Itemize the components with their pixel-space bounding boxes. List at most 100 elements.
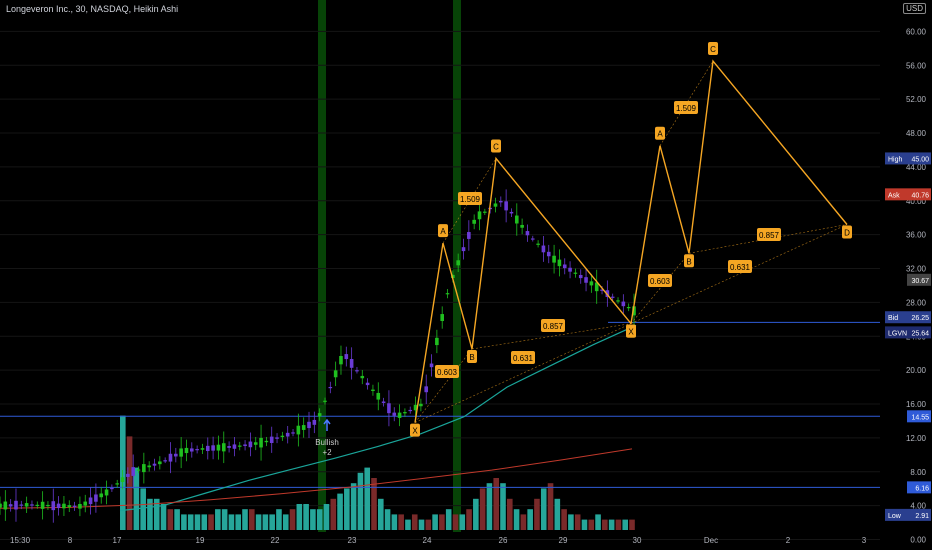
moving-averages (0, 324, 637, 512)
candle-body (429, 363, 434, 368)
price-tag-label: Low (888, 513, 902, 520)
session-band-0 (318, 0, 326, 532)
volume-bar (418, 519, 425, 530)
volume-bar (581, 519, 588, 530)
volume-bar (493, 478, 500, 530)
candle-body (35, 504, 40, 507)
x-axis[interactable]: 15:30 8 17 19 22 23 24 26 29 30 Dec 2 3 (10, 536, 867, 545)
y-tick-label: 8.00 (910, 468, 926, 477)
ratio-label: 0.603 (437, 368, 458, 377)
annotations: Bullish+2 (315, 418, 339, 457)
candle-body (419, 403, 423, 407)
candle-body (509, 211, 514, 214)
price-tag-value: 45.00 (911, 156, 929, 163)
candle-body (30, 504, 34, 506)
volume-bar (405, 519, 411, 530)
candle-body (221, 443, 226, 452)
candle-body (333, 370, 338, 378)
volume-bar (554, 498, 561, 530)
ratio-label: 0.603 (650, 277, 671, 286)
candle-body (51, 501, 56, 511)
candle-body (584, 277, 588, 283)
volume-bar (344, 488, 350, 530)
candle-body (216, 444, 221, 451)
candle-body (104, 489, 109, 496)
price-tag-value: 2.91 (915, 513, 929, 520)
price-tag-label-bg (885, 188, 907, 201)
candle-body (248, 441, 253, 448)
candle-body (520, 224, 524, 228)
candle-body (126, 473, 130, 477)
pattern-point-box (842, 225, 852, 239)
volume-bar (201, 514, 208, 530)
x-tick-label: 15:30 (10, 536, 31, 545)
pattern-point-box (708, 42, 718, 56)
candle-body (131, 467, 135, 476)
x-tick-label: Dec (704, 536, 718, 545)
pattern-point-label: B (469, 353, 474, 362)
volume-bar (527, 509, 533, 530)
ratio-label-box (648, 274, 672, 287)
ratio-label-box (757, 228, 781, 241)
candle-body (67, 505, 72, 508)
volume-bar (194, 514, 201, 530)
price-tag-value: 14.55 (911, 414, 929, 421)
candle-body (365, 382, 370, 386)
candle-body (174, 453, 178, 457)
price-tag-label: LGVN (888, 330, 907, 337)
volume-bar (500, 483, 506, 530)
candle-body (530, 238, 535, 240)
candle-body (179, 448, 183, 457)
x-tick-label: 26 (499, 536, 508, 545)
candle-body (371, 389, 375, 391)
candle-body (360, 375, 365, 379)
candle-body (328, 386, 333, 389)
candle-body (600, 289, 604, 291)
volume-bar (235, 514, 242, 530)
candle-body (616, 300, 620, 302)
candle-body (40, 501, 45, 509)
candle-body (344, 354, 349, 360)
price-tag-value-bg (907, 188, 931, 201)
pattern-point-box (491, 139, 501, 153)
candle-body (307, 421, 311, 429)
volume-bar (140, 488, 146, 530)
currency-badge[interactable]: USD (903, 3, 926, 14)
ratio-label: 0.857 (543, 322, 564, 331)
volume-bar (276, 509, 282, 530)
price-tag-label: High (888, 156, 903, 163)
candle-body (88, 497, 93, 505)
volume-bar (473, 498, 479, 530)
candle-body (312, 419, 317, 425)
price-tag-value: 26.25 (911, 315, 929, 322)
candle-body (456, 260, 460, 266)
y-tick-label: 0.00 (910, 536, 926, 545)
candle-body (461, 247, 466, 252)
y-axis[interactable]: 0.004.008.0012.0016.0020.0024.0028.0032.… (906, 27, 927, 544)
volume-bar (398, 514, 404, 530)
candle-body (19, 504, 24, 506)
ratio-label-box (511, 351, 535, 364)
x-tick-label: 22 (271, 536, 280, 545)
y-tick-label: 40.00 (906, 197, 927, 206)
y-tick-label: 48.00 (906, 129, 927, 138)
volume-bar (371, 478, 377, 530)
candle-body (237, 445, 242, 447)
candle-body (610, 296, 615, 298)
volume-bar (221, 509, 228, 530)
candle-body (594, 282, 599, 292)
volume-bar (595, 514, 601, 530)
pattern-point-label: X (628, 328, 634, 337)
volume-bar (269, 514, 275, 530)
volume-bar (330, 498, 337, 530)
candle-body (317, 413, 322, 417)
volume-bar (629, 519, 635, 530)
x-tick-label: 29 (559, 536, 568, 545)
harmonic-patterns[interactable]: XABCX0.6031.5090.8570.631XABCD0.6031.509… (410, 42, 852, 437)
candle-body (557, 259, 562, 267)
ratio-label-box (674, 101, 698, 114)
candle-body (413, 404, 418, 411)
pattern-point-label: X (412, 427, 418, 436)
y-tick-label: 36.00 (906, 231, 927, 240)
